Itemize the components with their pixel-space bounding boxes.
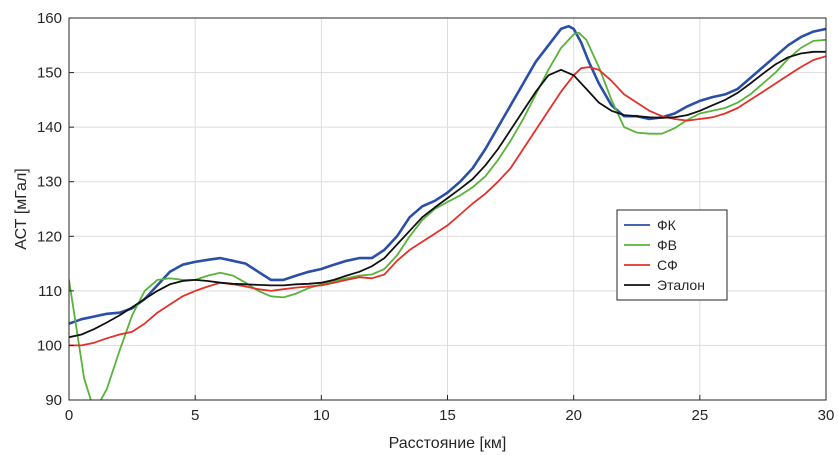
legend: ФК ФВ СФ Эталон bbox=[616, 209, 728, 301]
y-tick-label: 140 bbox=[37, 119, 62, 136]
legend-label: Эталон bbox=[657, 277, 705, 293]
legend-label: ФВ bbox=[657, 237, 677, 253]
y-tick-label: 90 bbox=[45, 392, 62, 409]
x-tick-label: 15 bbox=[439, 407, 456, 424]
series-line-Эталон bbox=[69, 50, 826, 339]
y-tick-label: 110 bbox=[38, 283, 62, 300]
y-axis-label: АСТ [мГал] bbox=[13, 168, 30, 249]
series-line-ФВ bbox=[69, 31, 826, 400]
x-tick-label: 0 bbox=[65, 407, 73, 424]
legend-label: ФК bbox=[657, 217, 677, 233]
x-tick-label: 10 bbox=[313, 407, 330, 424]
x-tick-label: 30 bbox=[818, 407, 835, 424]
legend-label: СФ bbox=[657, 257, 678, 273]
plot-lines bbox=[69, 24, 826, 400]
series-line-СФ bbox=[69, 55, 826, 347]
x-tick-label: 5 bbox=[191, 407, 199, 424]
y-tick-label: 120 bbox=[37, 228, 62, 245]
grid bbox=[68, 17, 827, 401]
y-tick-label: 130 bbox=[37, 174, 62, 191]
axis-ticks: 0 5 10 15 20 25 30 90 100 110 120 130 140 150 160 bbox=[37, 10, 834, 424]
x-tick-label: 25 bbox=[691, 407, 708, 424]
series-line-ФК bbox=[69, 24, 826, 325]
y-tick-label: 150 bbox=[37, 65, 62, 82]
y-tick-label: 100 bbox=[37, 337, 62, 354]
x-axis-label: Расстояние [км] bbox=[389, 435, 507, 452]
y-tick-label: 160 bbox=[37, 10, 62, 27]
x-tick-label: 20 bbox=[565, 407, 582, 424]
